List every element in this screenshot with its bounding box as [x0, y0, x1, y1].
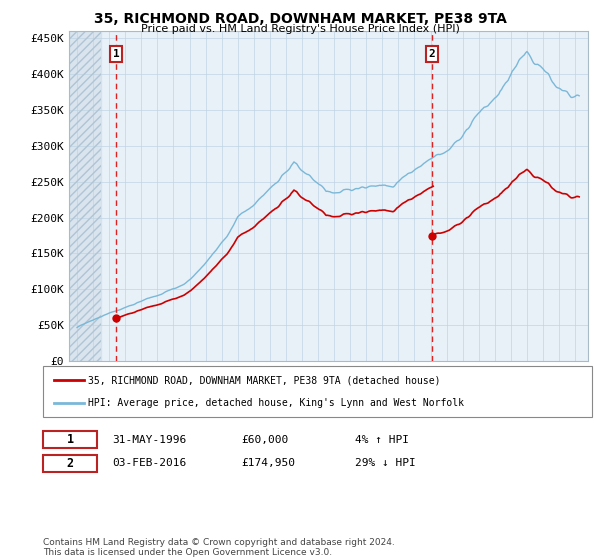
Text: 4% ↑ HPI: 4% ↑ HPI: [355, 435, 409, 445]
Text: £174,950: £174,950: [241, 458, 295, 468]
Bar: [69, 31, 101, 361]
Text: HPI: Average price, detached house, King's Lynn and West Norfolk: HPI: Average price, detached house, King…: [88, 398, 464, 408]
Text: Price paid vs. HM Land Registry's House Price Index (HPI): Price paid vs. HM Land Registry's House …: [140, 24, 460, 34]
Text: 1: 1: [67, 433, 74, 446]
Text: £60,000: £60,000: [241, 435, 289, 445]
Text: 35, RICHMOND ROAD, DOWNHAM MARKET, PE38 9TA (detached house): 35, RICHMOND ROAD, DOWNHAM MARKET, PE38 …: [88, 375, 440, 385]
Text: 2: 2: [67, 456, 74, 470]
Text: Contains HM Land Registry data © Crown copyright and database right 2024.
This d: Contains HM Land Registry data © Crown c…: [43, 538, 395, 557]
Text: 31-MAY-1996: 31-MAY-1996: [112, 435, 187, 445]
Text: 1: 1: [113, 49, 119, 59]
Bar: [69, 31, 101, 361]
Text: 29% ↓ HPI: 29% ↓ HPI: [355, 458, 416, 468]
Text: 03-FEB-2016: 03-FEB-2016: [112, 458, 187, 468]
Text: 35, RICHMOND ROAD, DOWNHAM MARKET, PE38 9TA: 35, RICHMOND ROAD, DOWNHAM MARKET, PE38 …: [94, 12, 506, 26]
Text: 2: 2: [428, 49, 436, 59]
